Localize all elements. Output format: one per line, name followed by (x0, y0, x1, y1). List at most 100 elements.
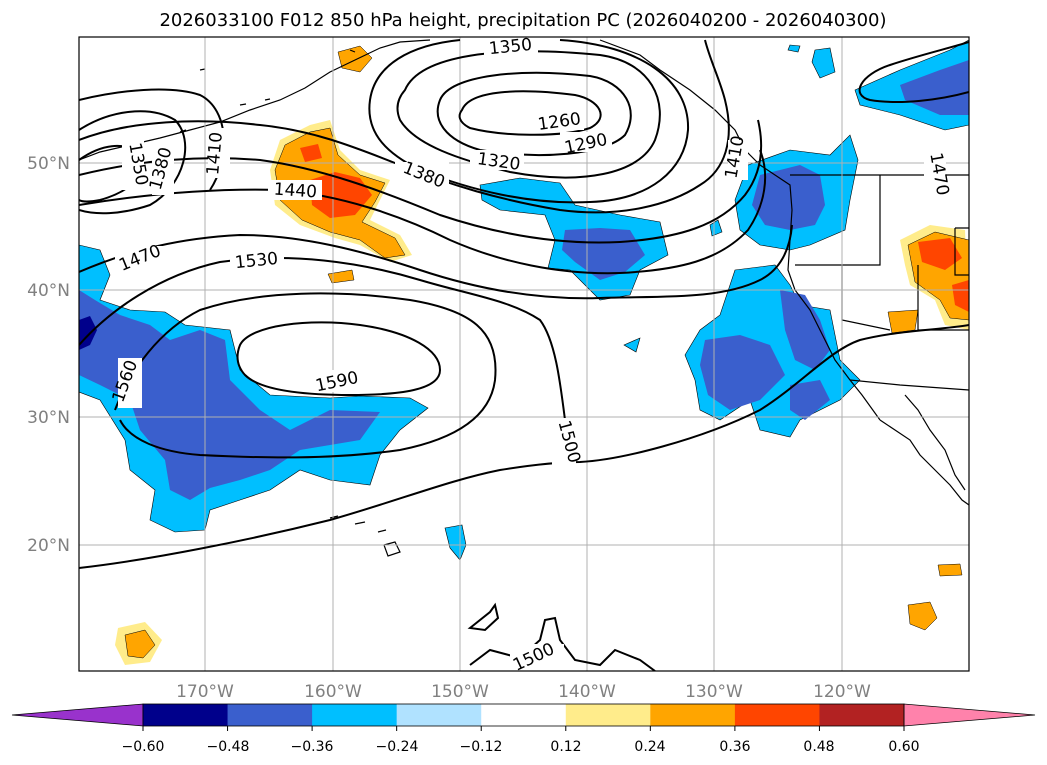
coast-west-na (744, 149, 881, 421)
lat-label-40n: 40°N (27, 281, 70, 301)
colorbar-segment (565, 704, 651, 726)
contour-1500-east (79, 324, 969, 569)
lon-label-160w: 160°W (304, 682, 362, 702)
colorbar-tick-label: −0.36 (291, 739, 334, 755)
precip-region-aleutian-core2 (300, 144, 322, 162)
precip-region-mexico (907, 601, 938, 631)
colorbar-segment (312, 704, 398, 726)
colorbar-tick-label: −0.60 (122, 739, 165, 755)
lon-label-150w: 150°W (431, 682, 489, 702)
colorbar-tick-label: −0.24 (376, 739, 419, 755)
colorbar-segment (227, 704, 313, 726)
colorbar-segment (143, 704, 229, 726)
svg-text:1410: 1410 (203, 131, 227, 176)
contour-1470-ne (858, 41, 969, 104)
colorbar-tick-label: −0.48 (207, 739, 250, 755)
contour-1380 (79, 39, 730, 214)
colorbar-border (142, 703, 905, 727)
svg-text:1440: 1440 (273, 180, 318, 203)
precip-region-tiny-2 (623, 337, 641, 353)
contour-1530 (79, 257, 566, 421)
colorbar-extend-max (903, 703, 1036, 727)
contour-1590 (236, 321, 442, 397)
precip-region-subtropical-core (79, 290, 380, 500)
coastlines (79, 39, 969, 557)
precip-region-great-basin-core2 (952, 280, 969, 312)
contour-1350-main (368, 39, 690, 204)
precip-region-north-small (787, 44, 801, 53)
colorbar-segment (481, 704, 567, 726)
colorbar-segment (650, 704, 736, 726)
contour-1560 (114, 292, 497, 459)
precip-region-mexico-small (937, 563, 963, 577)
coast-alaska-se (599, 39, 746, 151)
svg-text:1530: 1530 (234, 249, 279, 273)
contour-label-1500-south: 1500 (510, 639, 564, 671)
state-line-1 (795, 175, 881, 266)
precip-region-tiny-1 (709, 219, 723, 237)
colorbar-segment (734, 704, 820, 726)
precip-region-alaska-small (337, 45, 373, 73)
contour-1440 (79, 149, 767, 275)
contour-labels: 1260 1290 1320 1350 1350 1380 1380 1410 … (109, 35, 953, 671)
lat-label-30n: 30°N (27, 408, 70, 428)
precip-region-california-core2 (780, 290, 830, 370)
colorbar-tick-label: 0.12 (550, 739, 581, 755)
contour-label-1350-top: 1350 (484, 35, 538, 59)
longitude-labels: 170°W 160°W 150°W 140°W 130°W 120°W (176, 682, 871, 702)
svg-text:1350: 1350 (488, 35, 533, 59)
contour-1380-west (79, 110, 187, 215)
contour-label-1410-west: 1410 (203, 128, 230, 178)
border-us-mexico (849, 379, 969, 391)
precip-region-north-strip (811, 47, 836, 79)
contour-label-1320: 1320 (470, 149, 524, 175)
contour-1500-loop (467, 602, 500, 632)
precip-negative-shading (79, 39, 969, 561)
colorbar-tick-labels: −0.60 −0.48 −0.36 −0.24 −0.12 0.12 0.24 … (122, 739, 920, 755)
precip-region-mini-orange (327, 269, 355, 284)
contour-label-1260: 1260 (532, 109, 584, 135)
lon-label-140w: 140°W (558, 682, 616, 702)
lon-label-130w: 130°W (685, 682, 743, 702)
colorbar-tick-label: −0.12 (460, 739, 503, 755)
contour-label-1380-mid: 1380 (395, 158, 449, 193)
coast-baja-inner (904, 394, 966, 491)
colorbar-segment (819, 704, 905, 726)
contour-label-1560: 1560 (109, 358, 142, 408)
colorbar-segment (396, 704, 482, 726)
precip-region-southwest-core (124, 629, 156, 659)
coast-hawaii (329, 515, 401, 557)
precip-region-coast-small (887, 309, 919, 334)
lat-label-20n: 20°N (27, 536, 70, 556)
latitude-labels: 50°N 40°N 30°N 20°N (27, 154, 70, 556)
map-frame (78, 36, 970, 672)
contour-label-1470-west: 1470 (115, 241, 169, 276)
figure-title: 2026033100 F012 850 hPa height, precipit… (159, 10, 886, 31)
precip-region-california-core (700, 335, 785, 410)
lon-label-120w: 120°W (813, 682, 871, 702)
precip-region-socal (790, 380, 830, 420)
colorbar: −0.60 −0.48 −0.36 −0.24 −0.12 0.12 0.24 … (11, 703, 1036, 755)
lat-label-50n: 50°N (27, 154, 70, 174)
contour-label-1530: 1530 (230, 249, 284, 273)
contour-label-1500-mid: 1500 (552, 418, 584, 468)
lon-label-170w: 170°W (176, 682, 234, 702)
state-line-4 (954, 227, 969, 276)
map-content: 1260 1290 1320 1350 1350 1380 1380 1410 … (79, 35, 969, 671)
colorbar-extend-min (11, 703, 144, 727)
colorbar-tick-label: 0.24 (634, 739, 665, 755)
precip-positive-shading (115, 45, 969, 665)
colorbar-tick-label: 0.36 (719, 739, 750, 755)
contour-label-1590: 1590 (312, 368, 366, 396)
colorbar-tick-label: 0.60 (888, 739, 919, 755)
colorbar-segments (11, 703, 1036, 731)
contour-1290 (436, 71, 632, 156)
colorbar-tick-label: 0.48 (803, 739, 834, 755)
contour-label-1440: 1440 (268, 180, 322, 203)
coast-baja (879, 419, 969, 506)
precip-region-pnw-core (752, 165, 825, 230)
contour-1470 (79, 224, 793, 300)
contour-1260 (458, 90, 602, 136)
